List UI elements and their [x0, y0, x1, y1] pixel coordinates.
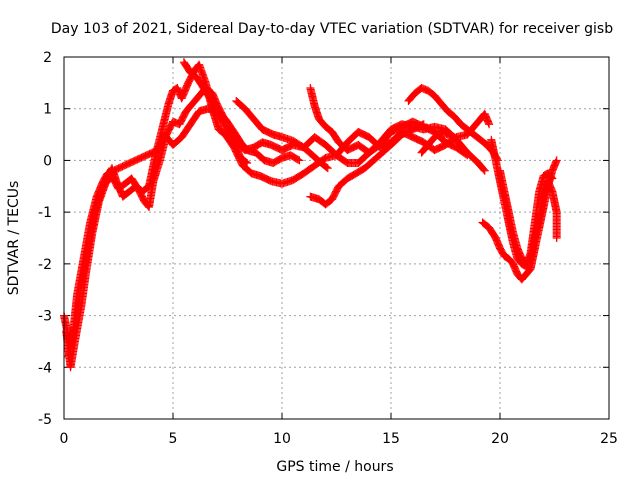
x-axis-label: GPS time / hours [276, 459, 393, 475]
series-track-b [62, 84, 494, 372]
data-point [295, 156, 304, 165]
plot-markers [60, 58, 561, 372]
data-point [552, 156, 561, 165]
y-tick-label: -3 [38, 309, 52, 325]
y-tick-label: -5 [38, 412, 52, 428]
y-tick-label: 1 [43, 102, 52, 118]
data-point [552, 234, 561, 242]
y-tick-label: 0 [43, 153, 52, 169]
data-point [419, 120, 428, 129]
series-track-h [404, 84, 502, 165]
y-tick-label: -2 [38, 257, 52, 273]
data-point [547, 173, 556, 182]
data-point [294, 155, 303, 164]
data-point [548, 174, 557, 183]
series-track-g [306, 120, 428, 209]
x-tick-label: 20 [491, 431, 509, 447]
data-point [485, 120, 494, 129]
x-tick-label: 10 [273, 431, 291, 447]
data-point [450, 133, 459, 142]
series-track-l [496, 166, 557, 268]
x-tick-label: 0 [60, 431, 69, 447]
data-point [323, 164, 332, 173]
x-tick-label: 15 [382, 431, 400, 447]
data-point [480, 166, 489, 175]
y-tick-label: -4 [38, 360, 52, 376]
x-tick-label: 5 [169, 431, 178, 447]
data-point [194, 108, 203, 117]
plot-frame [63, 56, 610, 420]
data-point [479, 165, 488, 174]
chart-title: Day 103 of 2021, Sidereal Day-to-day VTE… [51, 21, 613, 37]
data-point [242, 158, 251, 167]
series-track-i [417, 127, 459, 157]
data-point [463, 151, 472, 160]
tick-labels: 0 5 10 15 20 25 -5 -4 -3 -2 -1 0 1 2 [38, 50, 618, 447]
series-track-d [179, 58, 252, 168]
data-point [322, 163, 331, 172]
y-tick-label: 2 [43, 50, 52, 66]
y-axis-label: SDTVAR / TECUs [6, 181, 22, 296]
series-track-e [232, 96, 332, 173]
x-tick-label: 25 [600, 431, 618, 447]
data-point [462, 150, 471, 159]
data-point [243, 159, 252, 168]
y-tick-label: -1 [38, 205, 52, 221]
